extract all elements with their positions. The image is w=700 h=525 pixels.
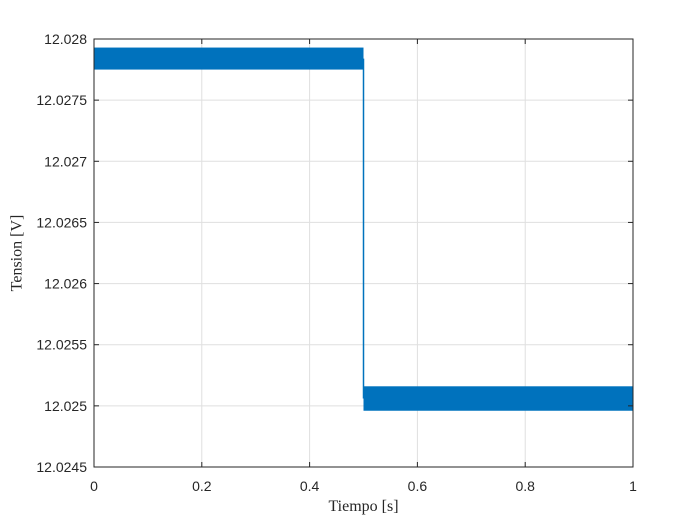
- y-tick-label: 12.0245: [36, 459, 87, 475]
- x-tick-label: 0.8: [515, 478, 535, 494]
- y-tick-label: 12.028: [44, 31, 87, 47]
- y-tick-label: 12.025: [44, 398, 87, 414]
- y-tick-label: 12.0255: [36, 337, 87, 353]
- x-tick-label: 1: [629, 478, 637, 494]
- x-tick-label: 0.4: [300, 478, 320, 494]
- y-tick-label: 12.0275: [36, 92, 87, 108]
- x-tick-label: 0.6: [408, 478, 428, 494]
- signal-band-1: [363, 386, 633, 411]
- x-axis-label: Tiempo [s]: [328, 498, 398, 515]
- plot-data: [94, 47, 633, 411]
- y-tick-label: 12.026: [44, 276, 87, 292]
- y-tick-label: 12.027: [44, 153, 87, 169]
- signal-band-0: [94, 47, 364, 70]
- x-axis: 0 0.2 0.4 0.6 0.8 1: [90, 39, 637, 494]
- x-tick-label: 0.2: [192, 478, 212, 494]
- y-axis-label: Tension [V]: [9, 215, 26, 292]
- axes-frame: [93, 38, 634, 468]
- y-tick-label: 12.0265: [36, 214, 87, 230]
- y-axis: 12.0245 12.025 12.0255 12.026 12.0265 12.027 1…: [36, 31, 633, 475]
- x-tick-label: 0: [90, 478, 98, 494]
